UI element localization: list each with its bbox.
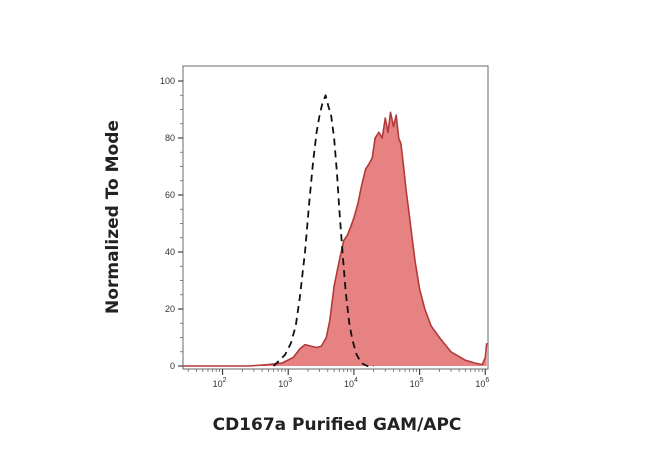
x-axis: 102 103 104 105 106 [187, 369, 489, 389]
y-axis: 0 20 40 60 80 100 [160, 76, 183, 371]
x-tick-exponent: 5 [420, 377, 424, 384]
dashed-histogram-line [273, 94, 374, 367]
x-tick-exponent: 4 [354, 377, 358, 384]
y-tick-label: 40 [165, 247, 175, 257]
y-axis-title: Normalized To Mode [103, 120, 123, 314]
y-tick-label: 80 [165, 133, 175, 143]
x-tick-label: 104 [344, 377, 358, 389]
y-tick-label: 60 [165, 190, 175, 200]
x-tick-exponent: 2 [223, 377, 227, 384]
filled-histogram-outline [183, 111, 488, 367]
plot-area [183, 94, 488, 367]
filled-histogram-fill [183, 112, 487, 366]
x-tick-label: 106 [475, 377, 489, 389]
x-tick-label: 103 [278, 377, 292, 389]
x-tick-exponent: 3 [288, 377, 292, 384]
x-tick-exponent: 6 [485, 377, 489, 384]
y-tick-label: 100 [160, 76, 175, 86]
x-tick-label: 102 [213, 377, 227, 389]
plot-frame [182, 65, 489, 370]
x-tick-label: 105 [410, 377, 424, 389]
x-axis-title: CD167a Purified GAM/APC [213, 415, 462, 435]
y-tick-label: 20 [165, 304, 175, 314]
y-tick-label: 0 [170, 361, 175, 371]
